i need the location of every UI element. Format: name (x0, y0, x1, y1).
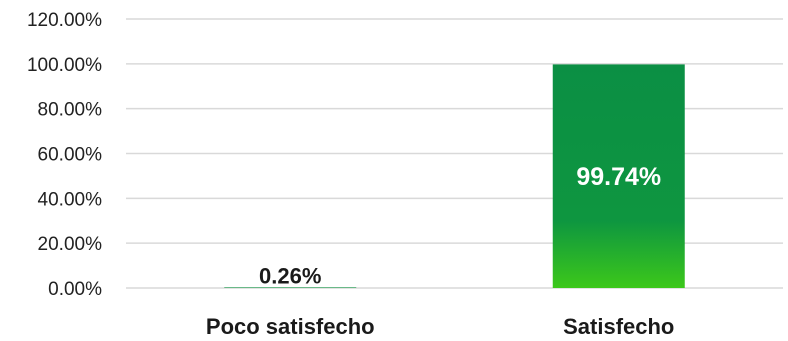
bars (224, 64, 685, 288)
y-tick-label: 60.00% (38, 145, 103, 166)
y-tick-label: 0.00% (48, 279, 102, 300)
data-label: 99.74% (576, 163, 661, 191)
y-tick-label: 120.00% (27, 10, 102, 31)
y-tick-label: 40.00% (38, 189, 103, 210)
bar (552, 64, 685, 288)
category-label: Satisfecho (563, 314, 674, 339)
data-labels: 0.26% 99.74% (259, 163, 661, 288)
y-tick-label: 20.00% (38, 234, 103, 255)
gridlines (126, 18, 783, 289)
data-label: 0.26% (259, 263, 321, 288)
y-axis-tick-labels: 0.00% 20.00% 40.00% 60.00% 80.00% 100.00% 120.… (27, 10, 102, 300)
category-labels: Poco satisfecho Satisfecho (206, 314, 674, 339)
y-tick-label: 100.00% (27, 55, 102, 76)
bar (224, 287, 357, 288)
y-tick-label: 80.00% (38, 100, 103, 121)
category-label: Poco satisfecho (206, 314, 375, 339)
